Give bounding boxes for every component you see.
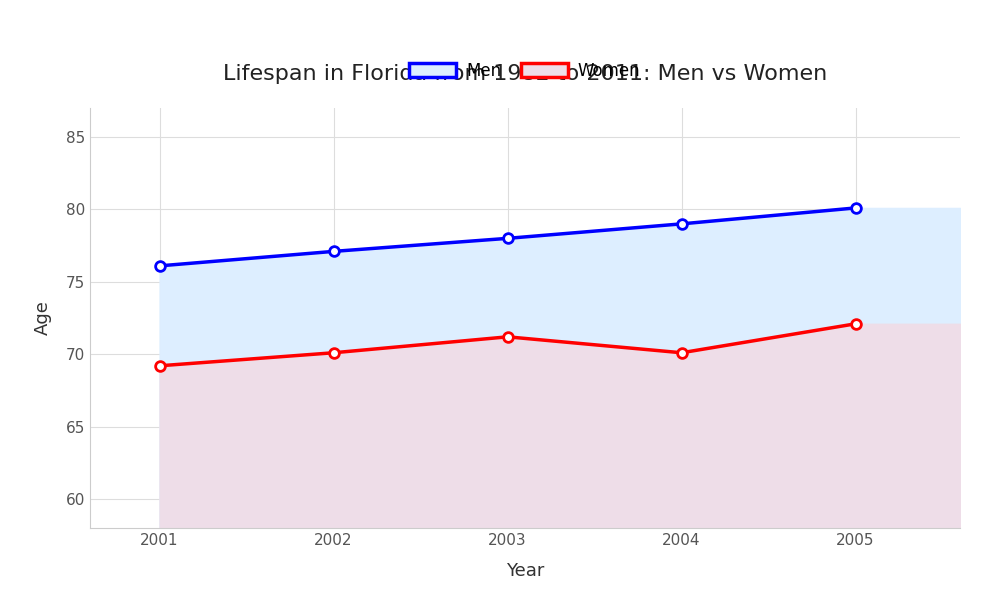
X-axis label: Year: Year — [506, 562, 544, 580]
Y-axis label: Age: Age — [34, 301, 52, 335]
Title: Lifespan in Florida from 1982 to 2011: Men vs Women: Lifespan in Florida from 1982 to 2011: M… — [223, 64, 827, 84]
Legend: Men, Women: Men, Women — [409, 62, 641, 80]
